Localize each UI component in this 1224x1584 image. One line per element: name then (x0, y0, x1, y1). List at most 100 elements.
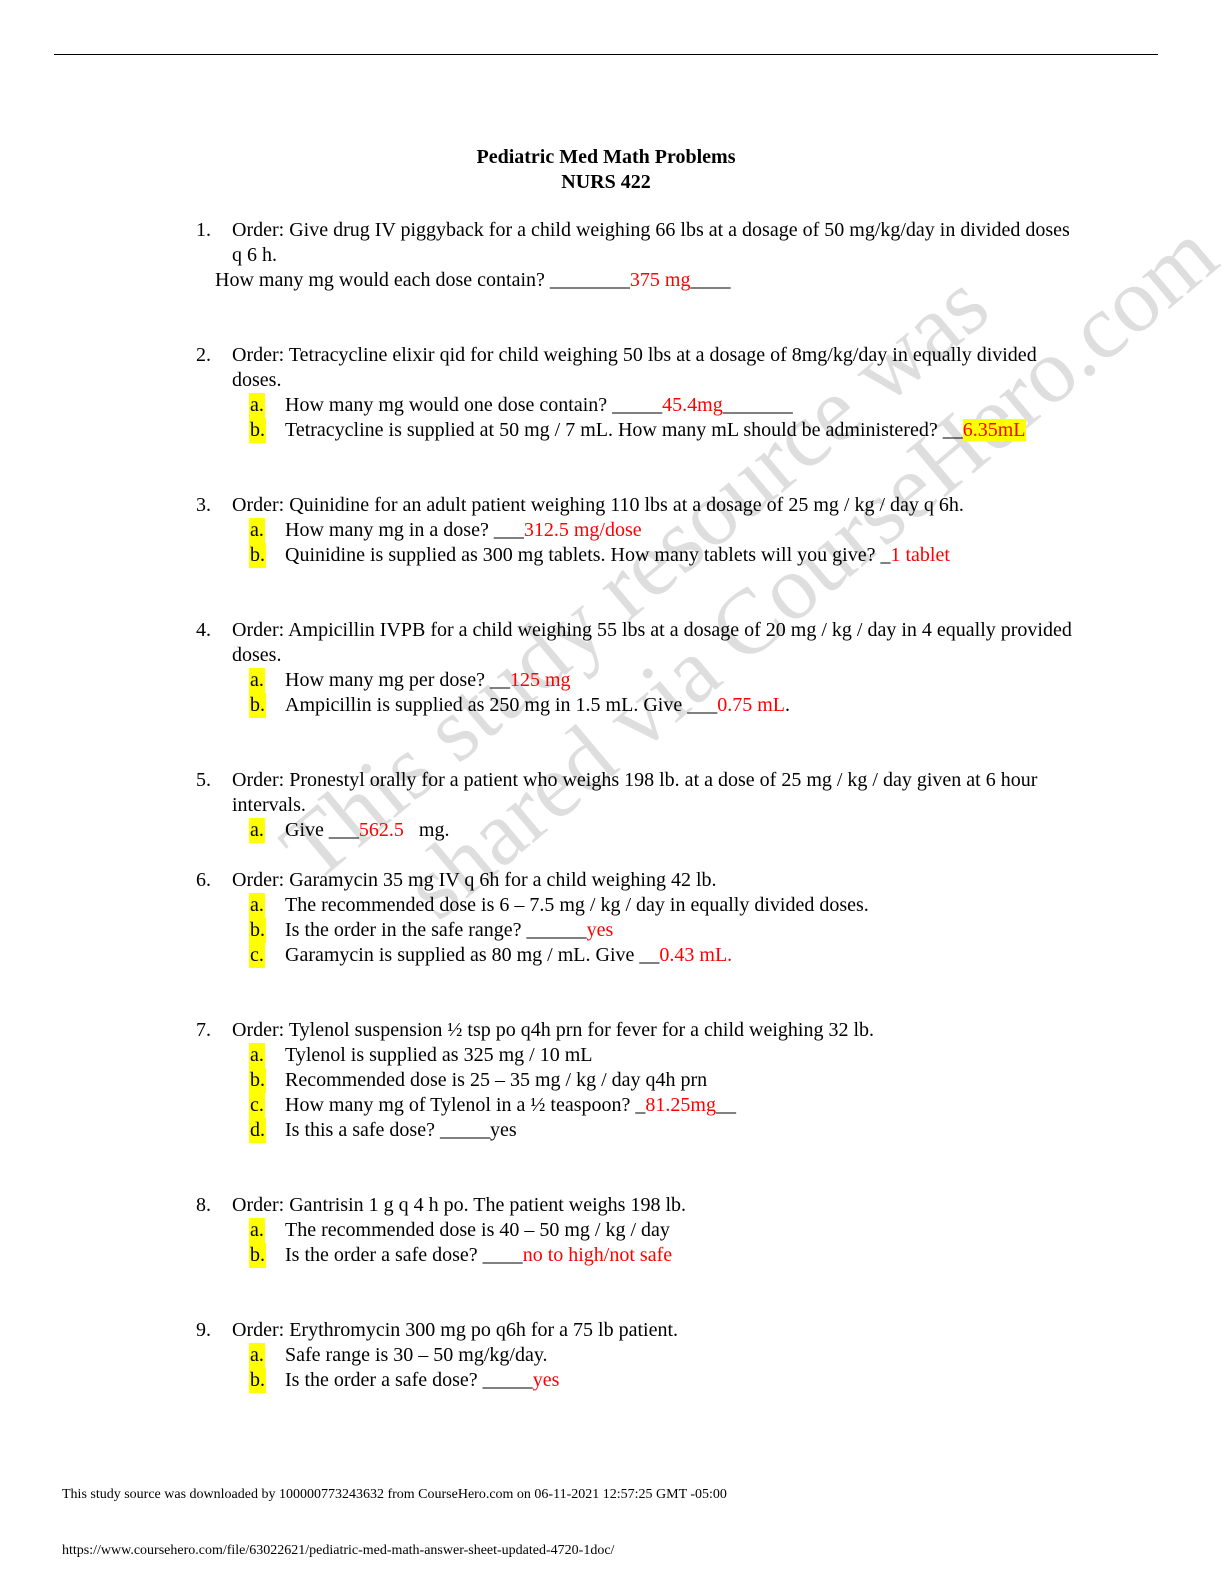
question-text: Order: Tetracycline elixir qid for child… (232, 344, 1037, 391)
question-text: Order: Tylenol suspension ½ tsp po q4h p… (232, 1019, 875, 1041)
answer-trail: _______ (722, 394, 793, 416)
answer: yes (586, 919, 614, 941)
answer: no to high/not safe (522, 1244, 673, 1266)
sub-letter: a. (249, 668, 265, 693)
question-followup: How many mg would each dose contain? ___… (215, 268, 1074, 293)
question-1: 1. Order: Give drug IV piggyback for a c… (0, 218, 1224, 293)
question-4: 4. Order: Ampicillin IVPB for a child we… (0, 618, 1224, 668)
question-text: Order: Garamycin 35 mg IV q 6h for a chi… (232, 869, 717, 891)
sub-letter: a. (249, 1218, 265, 1243)
sub-text: Tetracycline is supplied at 50 mg / 7 mL… (285, 419, 963, 441)
answer: 6.35mL (962, 419, 1026, 441)
answer-trail: __ (715, 1094, 736, 1116)
download-note: This study source was downloaded by 1000… (62, 1487, 727, 1502)
question-5: 5. Order: Pronestyl orally for a patient… (0, 768, 1224, 818)
answer: yes (532, 1369, 560, 1391)
sub-text: Is the order in the safe range? ______ (285, 919, 587, 941)
sub-question: b. Is the order a safe dose? ____no to h… (0, 1243, 1224, 1268)
sub-question: b. Quinidine is supplied as 300 mg table… (0, 543, 1224, 568)
sub-text: How many mg in a dose? ___ (285, 519, 524, 541)
question-number: 2. (196, 344, 211, 366)
answer: 0.75 mL (717, 694, 785, 716)
sub-question: a. Give ___562.5 mg. (0, 818, 1224, 843)
sub-text: The recommended dose is 6 – 7.5 mg / kg … (285, 894, 869, 916)
sub-letter: a. (249, 393, 265, 418)
title-block: Pediatric Med Math Problems NURS 422 (0, 145, 1212, 195)
sub-letter: b. (249, 693, 266, 718)
answer-trail: mg. (403, 819, 450, 841)
sub-text: Recommended dose is 25 – 35 mg / kg / da… (285, 1069, 708, 1091)
sub-text: Is the order a safe dose? _____ (285, 1369, 533, 1391)
sub-question: a. How many mg would one dose contain? _… (0, 393, 1224, 418)
sub-letter: a. (249, 1043, 265, 1068)
sub-question: c. How many mg of Tylenol in a ½ teaspoo… (0, 1093, 1224, 1118)
sub-text: Quinidine is supplied as 300 mg tablets.… (285, 544, 891, 566)
sub-text: How many mg per dose? __ (285, 669, 510, 691)
sub-letter: a. (249, 1343, 265, 1368)
sub-text: Tylenol is supplied as 325 mg / 10 mL (285, 1044, 593, 1066)
sub-letter: b. (249, 1068, 266, 1093)
sub-text: How many mg would one dose contain? ____… (285, 394, 663, 416)
sub-letter: c. (249, 1093, 265, 1118)
sub-text: Garamycin is supplied as 80 mg / mL. Giv… (285, 944, 660, 966)
sub-question: a. The recommended dose is 40 – 50 mg / … (0, 1218, 1224, 1243)
question-6: 6. Order: Garamycin 35 mg IV q 6h for a … (0, 868, 1224, 893)
sub-letter: c. (249, 943, 265, 968)
sub-text: Give ___ (285, 819, 359, 841)
question-text: Order: Ampicillin IVPB for a child weigh… (232, 619, 1072, 666)
question-number: 7. (196, 1019, 211, 1041)
sub-question: b. Recommended dose is 25 – 35 mg / kg /… (0, 1068, 1224, 1093)
answer: 1 tablet (890, 544, 950, 566)
question-text: Order: Give drug IV piggyback for a chil… (232, 219, 1070, 266)
question-text: Order: Quinidine for an adult patient we… (232, 494, 964, 516)
sub-text: The recommended dose is 40 – 50 mg / kg … (285, 1219, 670, 1241)
top-rule (54, 54, 1158, 55)
question-text: Order: Gantrisin 1 g q 4 h po. The patie… (232, 1194, 687, 1216)
sub-letter: a. (249, 893, 265, 918)
sub-letter: b. (249, 418, 266, 443)
sub-text: Is this a safe dose? _____yes (285, 1119, 517, 1141)
sub-letter: d. (249, 1118, 266, 1143)
sub-question: a. The recommended dose is 6 – 7.5 mg / … (0, 893, 1224, 918)
question-8: 8. Order: Gantrisin 1 g q 4 h po. The pa… (0, 1193, 1224, 1218)
sub-letter: b. (249, 1368, 266, 1393)
question-number: 9. (196, 1319, 211, 1341)
page-title: Pediatric Med Math Problems (476, 146, 736, 168)
sub-question: a. How many mg per dose? __125 mg (0, 668, 1224, 693)
question-number: 1. (196, 219, 211, 241)
question-number: 4. (196, 619, 211, 641)
sub-text: Is the order a safe dose? ____ (285, 1244, 523, 1266)
sub-question: a. How many mg in a dose? ___312.5 mg/do… (0, 518, 1224, 543)
answer: 0.43 mL. (659, 944, 733, 966)
followup-prompt: How many mg would each dose contain? ___… (215, 269, 630, 291)
sub-text: How many mg of Tylenol in a ½ teaspoon? … (285, 1094, 646, 1116)
question-text: Order: Pronestyl orally for a patient wh… (232, 769, 1038, 816)
sub-letter: b. (249, 1243, 266, 1268)
answer-trail: ____ (690, 269, 731, 291)
sub-text: Safe range is 30 – 50 mg/kg/day. (285, 1344, 548, 1366)
source-url[interactable]: https://www.coursehero.com/file/63022621… (62, 1543, 615, 1558)
sub-question: c. Garamycin is supplied as 80 mg / mL. … (0, 943, 1224, 968)
sub-question: d. Is this a safe dose? _____yes (0, 1118, 1224, 1143)
answer: 312.5 mg/dose (523, 519, 642, 541)
question-2: 2. Order: Tetracycline elixir qid for ch… (0, 343, 1224, 393)
question-number: 5. (196, 769, 211, 791)
question-number: 8. (196, 1194, 211, 1216)
question-3: 3. Order: Quinidine for an adult patient… (0, 493, 1224, 518)
sub-letter: a. (249, 518, 265, 543)
sub-question: b. Tetracycline is supplied at 50 mg / 7… (0, 418, 1224, 443)
sub-question: a. Safe range is 30 – 50 mg/kg/day. (0, 1343, 1224, 1368)
sub-question: b. Is the order a safe dose? _____yes (0, 1368, 1224, 1393)
sub-question: a. Tylenol is supplied as 325 mg / 10 mL (0, 1043, 1224, 1068)
sub-question: b. Is the order in the safe range? _____… (0, 918, 1224, 943)
question-text: Order: Erythromycin 300 mg po q6h for a … (232, 1319, 679, 1341)
sub-letter: b. (249, 543, 266, 568)
problem-list: 1. Order: Give drug IV piggyback for a c… (0, 218, 1224, 1393)
answer: 375 mg (629, 269, 691, 291)
answer-trail: . (784, 694, 790, 716)
answer: 81.25mg (645, 1094, 716, 1116)
sub-letter: a. (249, 818, 265, 843)
sub-question: b. Ampicillin is supplied as 250 mg in 1… (0, 693, 1224, 718)
course-code: NURS 422 (561, 171, 651, 193)
question-9: 9. Order: Erythromycin 300 mg po q6h for… (0, 1318, 1224, 1343)
